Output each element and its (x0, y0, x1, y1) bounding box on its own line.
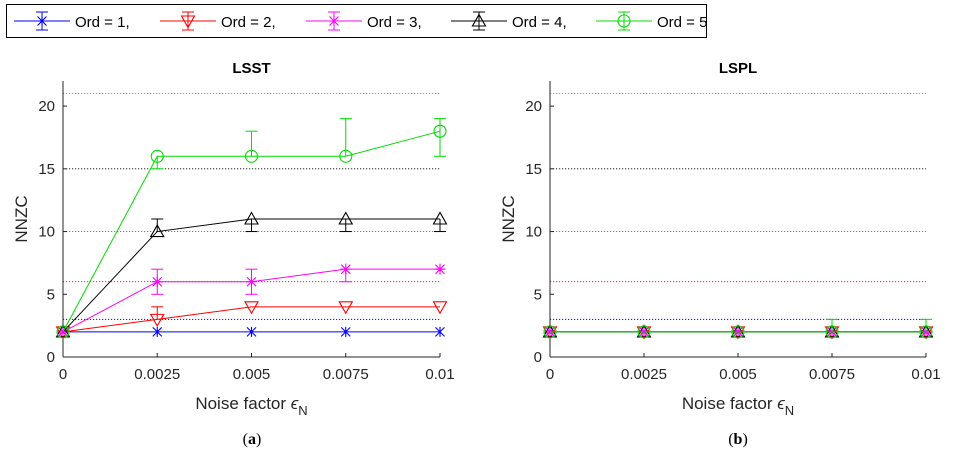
data-point (543, 325, 557, 339)
data-point (56, 325, 70, 339)
legend-item: Ord = 5 (596, 11, 707, 31)
data-point (731, 325, 745, 339)
y-tick-label: 10 (38, 224, 55, 241)
data-point (637, 325, 651, 339)
x-tick-label: 0.01 (425, 366, 454, 383)
legend-label: Ord = 1, (75, 14, 130, 31)
x-tick-label: 0.01 (911, 366, 940, 383)
data-point (435, 326, 445, 337)
series-3 (57, 263, 446, 338)
y-tick-label: 0 (534, 349, 542, 366)
data-point (244, 301, 259, 315)
series-4 (55, 211, 448, 338)
y-tick-label: 5 (47, 286, 55, 303)
chart-title: LSPL (719, 60, 757, 77)
legend-item: Ord = 3, (306, 11, 422, 31)
y-tick-label: 15 (38, 161, 55, 178)
y-tick-label: 0 (47, 349, 55, 366)
legend-label: Ord = 3, (367, 14, 422, 31)
legend-marker (471, 13, 487, 27)
data-point (246, 276, 257, 288)
data-point (434, 263, 446, 275)
series-1 (58, 326, 445, 337)
x-tick-label: 0.0075 (323, 366, 369, 383)
legend-marker (617, 14, 631, 28)
data-point (338, 211, 354, 225)
legend-label: Ord = 4, (512, 14, 567, 31)
legend-item: Ord = 4, (451, 11, 567, 31)
data-point (432, 211, 448, 225)
y-tick-label: 15 (525, 161, 542, 178)
legend-item: Ord = 1, (14, 11, 130, 31)
series-line (62, 306, 440, 333)
x-tick-label: 0 (59, 366, 67, 383)
y-tick-label: 20 (525, 98, 542, 115)
y-tick-label: 20 (38, 98, 55, 115)
x-tick-label: 0.005 (233, 366, 271, 383)
y-axis-label: NNZC (499, 195, 518, 242)
data-point (149, 313, 165, 327)
data-point (636, 324, 652, 338)
legend-label: Ord = 2, (221, 14, 276, 31)
y-tick-label: 10 (525, 224, 542, 241)
data-point (432, 301, 448, 315)
data-point (246, 326, 257, 337)
series-2 (55, 301, 448, 340)
x-axis-label: Noise factor ϵN (195, 394, 307, 418)
data-point (152, 326, 163, 337)
x-tick-label: 0.005 (719, 366, 757, 383)
legend: Ord = 1, Ord = 2, Ord = 3, Ord = 4, Ord = 5 (6, 4, 707, 38)
data-point (151, 276, 163, 288)
legend-marker (37, 16, 47, 26)
data-point (150, 149, 164, 163)
chart-title: LSST (232, 60, 270, 77)
y-axis-label: NNZC (12, 195, 31, 242)
data-point (542, 324, 558, 338)
x-tick-label: 0.0025 (134, 366, 180, 383)
data-point (340, 326, 351, 337)
data-point (339, 149, 353, 163)
x-tick-label: 0 (546, 366, 554, 383)
series-5 (543, 318, 933, 339)
series-5 (56, 118, 447, 339)
data-point (825, 325, 839, 339)
panel-lsst: LSST 0 5 10 15 20 0 0.0025 0.005 0.0075 0.01 Noise … (12, 60, 455, 418)
data-point (824, 324, 840, 338)
data-point (149, 223, 165, 238)
legend-marker (328, 15, 340, 27)
x-tick-label: 0.0025 (621, 366, 667, 383)
legend-marker (180, 15, 196, 29)
data-point (338, 301, 354, 315)
data-point (340, 263, 352, 275)
data-point (919, 325, 933, 339)
x-axis-label: Noise factor ϵN (682, 394, 794, 418)
y-tick-label: 5 (534, 286, 542, 303)
legend-label: Ord = 5 (657, 14, 707, 31)
panel-lspl: LSPL 0 5 10 15 20 0 0.0025 0.005 0.0075 0.01 Noise … (499, 60, 941, 418)
legend-item: Ord = 2, (160, 11, 276, 31)
caption-b: (b) (728, 431, 748, 448)
data-point (433, 124, 447, 138)
data-point (244, 149, 259, 163)
data-point (244, 211, 259, 225)
data-point (730, 324, 746, 338)
x-tick-label: 0.0075 (809, 366, 855, 383)
data-point (55, 324, 71, 338)
caption-a: (a) (243, 431, 262, 448)
data-point (918, 324, 934, 338)
